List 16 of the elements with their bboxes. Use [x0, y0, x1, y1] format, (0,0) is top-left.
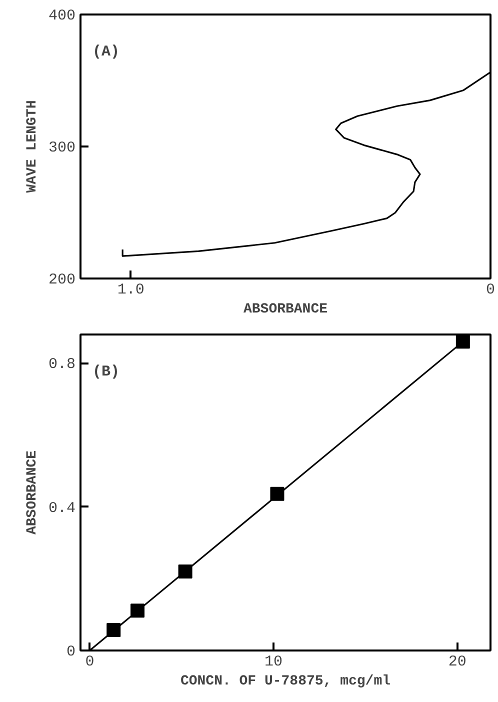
annotation: (B) [92, 364, 120, 380]
x-axis-title: ABSORBANCE [243, 302, 328, 318]
y-tick-label: 400 [48, 8, 76, 24]
x-tick-label: 20 [448, 654, 466, 670]
y-tick-label: 0.8 [48, 356, 76, 374]
y-tick-label: 200 [48, 272, 76, 288]
y-tick-label: 300 [48, 140, 76, 156]
x-tick-label: 10 [264, 654, 283, 670]
y-axis-title: ABSORBANCE [24, 450, 40, 535]
point [456, 334, 470, 349]
x-axis-title: CONCN. OF U-78875, mcg/ml [180, 674, 391, 690]
y-tick-label: 0.4 [48, 500, 76, 517]
annotation: (A) [92, 44, 120, 60]
x-tick-label: 0 [85, 654, 94, 670]
y-axis-title: WAVE LENGTH [24, 100, 40, 193]
x-tick-label: 1.0 [117, 282, 144, 298]
